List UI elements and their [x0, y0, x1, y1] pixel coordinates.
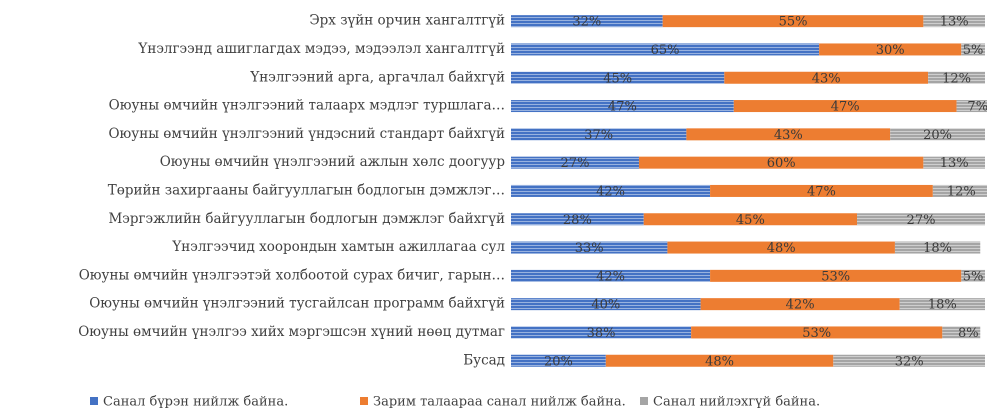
legend-swatch — [360, 397, 368, 405]
bar-segment — [894, 241, 981, 254]
bar-segment — [511, 354, 606, 367]
bar-segment — [710, 269, 962, 282]
bar-segment — [961, 269, 985, 282]
category-label: Оюуны өмчийн үнэлгээний талаарх мэдлэг т… — [109, 98, 505, 114]
value-label: 38% — [587, 326, 616, 341]
value-label: 13% — [940, 156, 969, 171]
value-label: 18% — [923, 241, 952, 256]
value-label: 27% — [907, 213, 936, 228]
bar-segment — [638, 156, 924, 169]
bar-segment — [928, 71, 985, 84]
value-label: 12% — [947, 184, 976, 199]
bar-segment — [942, 326, 981, 339]
bar-segment — [691, 326, 943, 339]
value-label: 40% — [591, 298, 620, 313]
value-label: 48% — [767, 241, 796, 256]
value-label: 42% — [596, 184, 625, 199]
bar-segment — [833, 354, 985, 367]
value-label: 33% — [575, 241, 604, 256]
bar-segment — [700, 298, 900, 311]
legend-label: Зарим талаараа санал нийлж байна. — [373, 395, 626, 410]
bar-segment — [956, 100, 987, 113]
value-label: 5% — [963, 269, 984, 284]
category-label: Бусад — [463, 352, 505, 368]
category-label: Оюуны өмчийн үнэлгээний тусгайлсан прогр… — [89, 296, 505, 312]
category-label: Оюуны өмчийн үнэлгээ хийх мэргэшсэн хүни… — [78, 324, 505, 340]
value-label: 53% — [802, 326, 831, 341]
value-label: 45% — [736, 213, 765, 228]
value-label: 28% — [563, 213, 592, 228]
bar-segment — [511, 43, 820, 56]
bar-segment — [511, 241, 668, 254]
category-label: Үнэлгээнд ашиглагдах мэдээ, мэдээлэл хан… — [137, 41, 505, 57]
category-label: Оюуны өмчийн үнэлгээтэй холбоотой сурах … — [79, 267, 505, 283]
bar-segment — [511, 326, 692, 339]
bar-segment — [724, 71, 929, 84]
value-label: 43% — [812, 71, 841, 86]
value-label: 12% — [942, 71, 971, 86]
value-label: 32% — [895, 354, 924, 369]
value-label: 42% — [786, 298, 815, 313]
bar-segment — [686, 128, 891, 141]
value-label: 27% — [561, 156, 590, 171]
bar-segment — [511, 298, 701, 311]
value-label: 42% — [596, 269, 625, 284]
bar-segment — [857, 213, 985, 226]
value-label: 13% — [940, 15, 969, 30]
category-label: Оюуны өмчийн үнэлгээний үндэсний стандар… — [108, 126, 505, 142]
value-label: 8% — [958, 326, 979, 341]
category-label: Үнэлгээчид хоорондын хамтын ажиллагаа су… — [171, 239, 505, 255]
legend-swatch — [90, 397, 98, 405]
bar-segment — [899, 298, 985, 311]
legend-label: Санал нийлэхгүй байна. — [653, 395, 820, 410]
bar-segment — [890, 128, 985, 141]
value-label: 47% — [831, 100, 860, 115]
bar-segment — [511, 15, 663, 28]
bar-segment — [923, 156, 985, 169]
bar-segment — [961, 43, 985, 56]
value-label: 18% — [928, 298, 957, 313]
bar-segment — [932, 184, 987, 197]
bar-segment — [819, 43, 962, 56]
value-label: 20% — [923, 128, 952, 143]
value-label: 53% — [821, 269, 850, 284]
value-label: 65% — [651, 43, 680, 58]
value-label: 7% — [967, 100, 987, 115]
value-label: 60% — [767, 156, 796, 171]
value-label: 47% — [608, 100, 637, 115]
bar-segment — [605, 354, 834, 367]
bar-segment — [643, 213, 858, 226]
legend-label: Санал бүрэн нийлж байна. — [103, 395, 288, 410]
bar-segment — [511, 269, 711, 282]
legend-swatch — [640, 397, 648, 405]
category-label: Үнэлгээний арга, аргачлал байхгүй — [249, 69, 505, 85]
category-label: Мэргэжлийн байгууллагын бодлогын дэмжлэг… — [108, 211, 505, 227]
value-label: 55% — [779, 15, 808, 30]
value-label: 5% — [963, 43, 984, 58]
category-label: Төрийн захиргааны байгууллагын бодлогын … — [108, 182, 505, 198]
value-label: 47% — [807, 184, 836, 199]
bar-segment — [511, 128, 687, 141]
value-label: 48% — [705, 354, 734, 369]
value-label: 32% — [572, 15, 601, 30]
value-label: 37% — [584, 128, 613, 143]
bar-segment — [733, 100, 957, 113]
value-label: 30% — [876, 43, 905, 58]
category-label: Оюуны өмчийн үнэлгээний ажлын хөлс доогу… — [160, 154, 505, 170]
bar-segment — [511, 71, 725, 84]
bar-segment — [923, 15, 985, 28]
bar-segment — [511, 100, 734, 113]
bar-segment — [710, 184, 933, 197]
value-label: 45% — [603, 71, 632, 86]
bar-segment — [511, 213, 644, 226]
value-label: 20% — [544, 354, 573, 369]
bar-segment — [511, 184, 711, 197]
category-label: Эрх зүйн орчин хангалтгүй — [309, 13, 505, 29]
bar-segment — [511, 156, 639, 169]
bar-segment — [667, 241, 895, 254]
value-label: 43% — [774, 128, 803, 143]
bar-segment — [662, 15, 924, 28]
